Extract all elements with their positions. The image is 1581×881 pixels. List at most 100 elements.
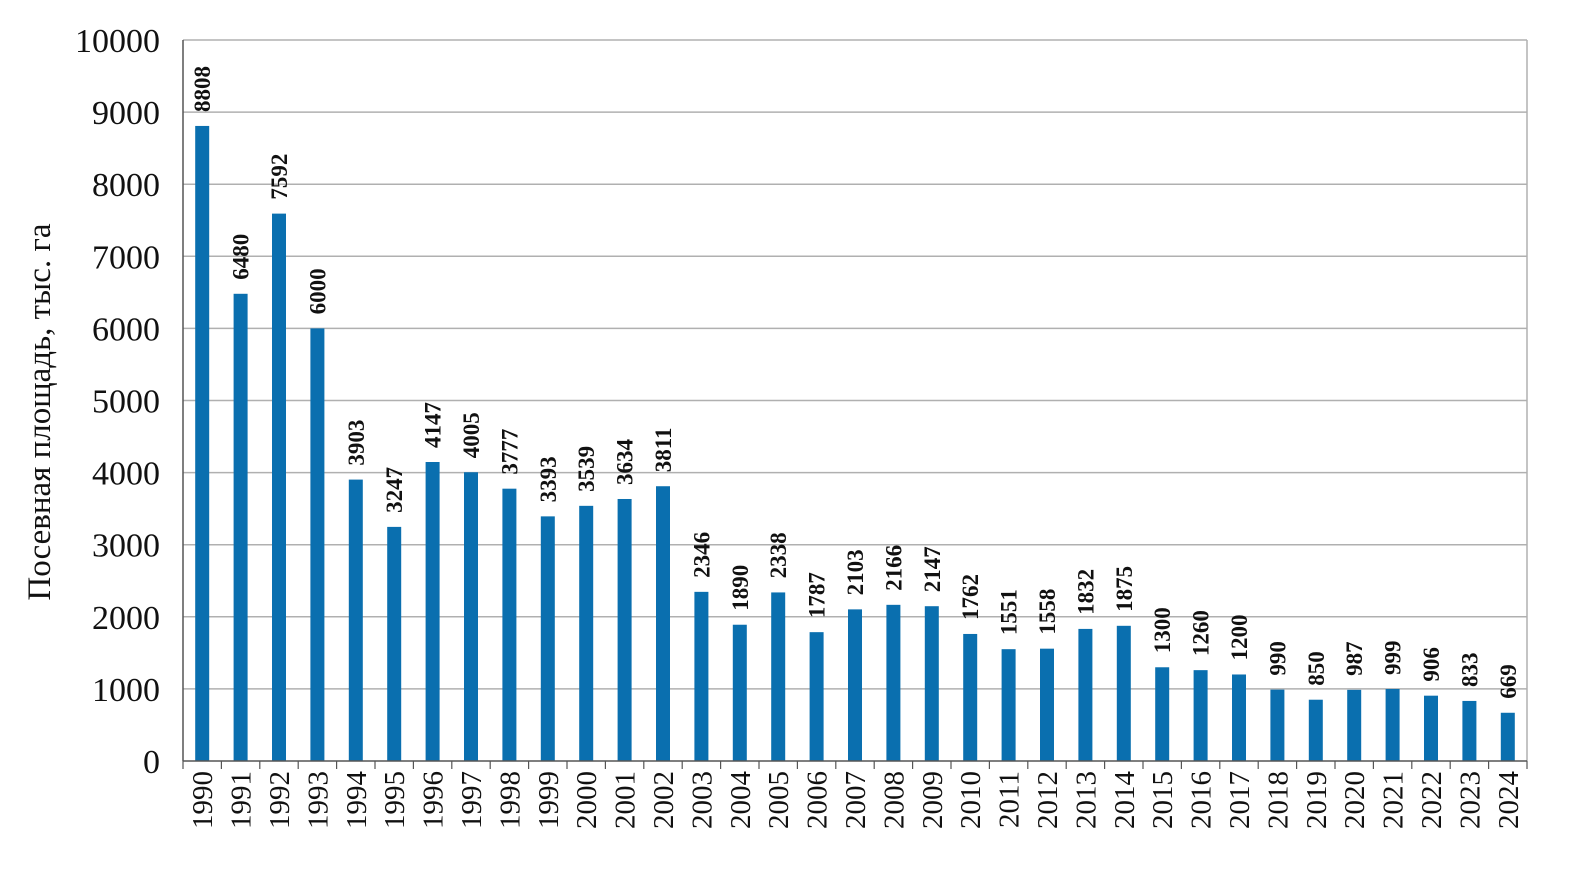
data-label: 3811 [651,427,676,472]
data-label: 1832 [1073,569,1098,615]
x-tick-label: 2004 [725,771,757,830]
x-tick-label: 2011 [994,771,1026,828]
x-tick-label: 2010 [955,771,987,829]
bar [1155,667,1170,761]
data-label: 2147 [920,546,945,592]
data-label: 1300 [1150,607,1175,653]
bar [1040,648,1054,761]
bar [1424,695,1438,761]
bar [1232,674,1246,761]
bar [1078,628,1093,761]
bar [579,505,594,761]
x-tick-label: 2015 [1147,771,1179,829]
data-label: 1890 [728,565,753,611]
y-tick-label: 9000 [92,95,160,132]
bar [771,592,786,761]
data-label: 4005 [459,412,484,458]
data-label: 6000 [305,268,330,314]
x-tick-label: 2023 [1454,771,1486,829]
data-label: 2346 [689,532,714,578]
data-label: 2103 [843,549,868,595]
x-tick-label: 1998 [494,771,526,829]
data-label: 1787 [805,572,830,618]
x-tick-label: 1995 [379,771,411,829]
y-tick-label: 8000 [92,167,160,204]
x-tick-label: 2017 [1224,771,1256,829]
x-tick-label: 2006 [802,771,834,829]
bar [233,293,248,761]
bar [694,591,709,761]
y-tick-label: 2000 [92,600,160,637]
bar [886,604,901,761]
y-tick-label: 4000 [92,456,160,493]
bar [1500,712,1515,761]
data-label: 990 [1265,641,1290,676]
data-label: 3393 [536,456,561,502]
x-tick-label: 2002 [648,771,680,829]
x-tick-label: 2012 [1032,771,1064,829]
data-label: 3247 [382,467,407,513]
bar [272,213,286,761]
x-tick-label: 1994 [341,771,373,830]
data-labels: 8808 6480 7592 6000 3903 3247 4147 4005 3777 3393… [190,66,1521,699]
x-tick-label: 1996 [418,771,450,829]
bar [656,486,670,761]
data-label: 3539 [574,446,599,492]
y-tick-label: 10000 [75,23,160,60]
bar [348,479,363,761]
data-label: 3634 [613,438,638,485]
y-tick-label: 6000 [92,311,160,348]
data-label: 6480 [229,234,254,280]
y-tick-label: 3000 [92,528,160,565]
x-tick-label: 2007 [840,771,872,829]
bar [732,624,747,761]
x-tick-label: 2008 [878,771,910,829]
data-label: 1200 [1227,614,1252,660]
bar [1462,700,1477,761]
data-label: 669 [1496,664,1521,699]
data-label: 1551 [997,589,1022,635]
x-tick-label: 1999 [533,771,565,829]
bars [195,125,1515,762]
x-tick-label: 2016 [1186,771,1218,829]
x-tick-label: 2009 [917,771,949,829]
data-label: 833 [1457,652,1482,687]
x-tick-label: 2000 [571,771,603,829]
gridlines [183,39,1527,690]
x-tick-label: 2022 [1416,771,1448,829]
data-label: 2166 [881,545,906,591]
bar [1116,625,1131,761]
x-tick-label: 2003 [686,771,718,829]
x-tick-label: 1991 [226,771,258,829]
y-tick-label: 1000 [92,672,160,709]
x-tick-label: 2013 [1070,771,1102,829]
bar [464,472,478,761]
bar [1001,649,1016,761]
data-label: 3903 [344,420,369,466]
bar [1270,689,1285,761]
data-label: 1260 [1189,610,1214,656]
x-tick-label: 2005 [763,771,795,829]
data-label: 4147 [421,402,446,448]
y-axis-title: Посевная площадь, тыс. га [22,223,58,600]
x-tick-label: 2019 [1301,771,1333,829]
axes: 0 1000 2000 3000 4000 5000 6000 7000 8000 9000 100… [75,23,1528,830]
x-tick-label: 2001 [610,771,642,829]
data-label: 1875 [1112,566,1137,612]
data-label: 987 [1342,641,1367,676]
bar [195,125,210,762]
bar [310,328,325,761]
y-tick-label: 7000 [92,239,160,276]
bar [502,488,517,761]
y-tick-label: 5000 [92,384,160,421]
bar [963,633,978,761]
x-tick-label: 1990 [187,771,219,829]
data-label: 3777 [497,429,522,475]
data-label: 7592 [267,154,292,200]
data-label: 1762 [958,574,983,620]
bar [1193,670,1208,761]
bar [1308,699,1323,761]
x-tick-label: 2018 [1262,771,1294,829]
